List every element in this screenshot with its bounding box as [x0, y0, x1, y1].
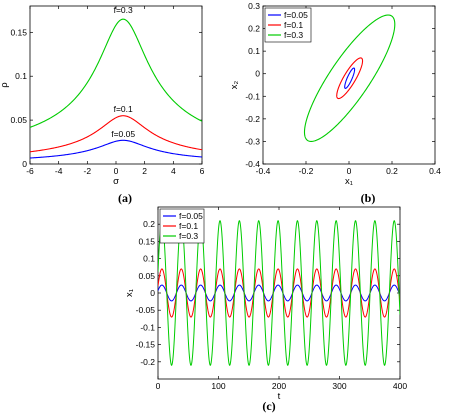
- series-orbit-f=0.05: [344, 67, 356, 89]
- y-tick-label: 0.15: [138, 236, 155, 246]
- x-tick-label: -0.4: [256, 166, 271, 176]
- series-line-f=0.1: [158, 268, 400, 318]
- panel-caption: (b): [361, 191, 376, 205]
- series-orbit-f=0.1: [336, 57, 364, 100]
- y-tick-label: -0.1: [245, 91, 260, 101]
- x-tick-label: -6: [26, 166, 34, 176]
- panel-caption: (a): [118, 191, 132, 205]
- panel-c: 0 100 200 300 400 -0.2 -0.15 -0.1 -0.05 0 0.05 0.1 0…: [124, 206, 407, 413]
- series-annotation: f=0.05: [111, 129, 135, 139]
- legend: f=0.05f=0.1f=0.3: [159, 208, 205, 244]
- series-orbit-f=0.3: [303, 14, 396, 142]
- x-tick-label: -2: [84, 166, 92, 176]
- y-tick-label: 0.1: [248, 46, 260, 56]
- y-tick-label: -0.2: [140, 357, 155, 367]
- y-tick-label: -0.15: [136, 340, 156, 350]
- x-axis-label: σ: [113, 176, 119, 187]
- legend-entry: f=0.1: [179, 221, 198, 231]
- legend-entry: f=0.3: [179, 231, 198, 241]
- y-tick-label: 0.1: [15, 71, 27, 81]
- x-tick-label: 0: [114, 166, 119, 176]
- y-tick-label: -0.4: [245, 159, 260, 169]
- panel-caption: (c): [262, 399, 275, 413]
- series-line-f=0.05: [158, 284, 400, 302]
- y-tick-label: -0.05: [136, 305, 156, 315]
- x-tick-label: -4: [55, 166, 63, 176]
- y-tick-label: 0.05: [10, 115, 27, 125]
- x-tick-label: 4: [171, 166, 176, 176]
- y-axis-label: x₂: [229, 80, 240, 89]
- legend-entry: f=0.1: [284, 20, 303, 30]
- y-tick-label: -0.2: [245, 114, 260, 124]
- y-tick-label: 0.3: [248, 1, 260, 11]
- series-line-f=0.1: [30, 115, 202, 153]
- y-tick-label: 0.05: [138, 271, 155, 281]
- plot-area: [303, 14, 396, 142]
- y-tick-label: -0.3: [245, 136, 260, 146]
- x-tick-label: 6: [200, 166, 205, 176]
- series-line-f=0.3: [30, 18, 202, 128]
- x-tick-label: 200: [272, 381, 286, 391]
- x-tick-label: 0.2: [386, 166, 398, 176]
- x-tick-label: -0.2: [299, 166, 314, 176]
- x-axis-label: x₁: [345, 176, 353, 187]
- y-tick-label: 0.15: [10, 27, 27, 37]
- legend-entry: f=0.3: [284, 30, 303, 40]
- x-tick-label: 400: [393, 381, 407, 391]
- x-tick-label: 0: [347, 166, 352, 176]
- legend: f=0.05f=0.1f=0.3: [264, 7, 312, 43]
- y-tick-label: 0: [255, 69, 260, 79]
- y-tick-label: 0.2: [248, 24, 260, 34]
- plot-area: [30, 18, 202, 159]
- x-tick-label: 100: [211, 381, 225, 391]
- legend-entry: f=0.05: [284, 10, 308, 20]
- panel-b: -0.4 -0.2 0 0.2 0.4 -0.4 -0.3 -0.2 -0.1 0 0.1 0.2 0.…: [229, 1, 441, 205]
- y-tick-label: 0: [150, 288, 155, 298]
- x-tick-label: 300: [332, 381, 346, 391]
- y-axis-label: ρ: [0, 82, 10, 88]
- y-tick-label: 0: [22, 159, 27, 169]
- y-axis-label: x₁: [124, 289, 135, 297]
- x-axis-label: t: [278, 391, 281, 402]
- series-annotation: f=0.1: [114, 104, 133, 114]
- x-tick-label: 2: [142, 166, 147, 176]
- y-tick-label: -0.1: [140, 322, 155, 332]
- y-tick-label: 0.1: [143, 254, 155, 264]
- x-tick-label: 0.4: [429, 166, 441, 176]
- panel-a: -6 -4 -2 0 2 4 6 0 0.05 0.1 0.15 σ ρ (a) f=0.3 f=0.1 f=0…: [0, 5, 205, 205]
- y-tick-label: 0.2: [143, 219, 155, 229]
- plot-frame: [29, 5, 203, 165]
- x-tick-label: 0: [156, 381, 161, 391]
- legend-entry: f=0.05: [179, 211, 203, 221]
- series-line-f=0.05: [30, 139, 202, 159]
- series-annotation: f=0.3: [114, 5, 133, 15]
